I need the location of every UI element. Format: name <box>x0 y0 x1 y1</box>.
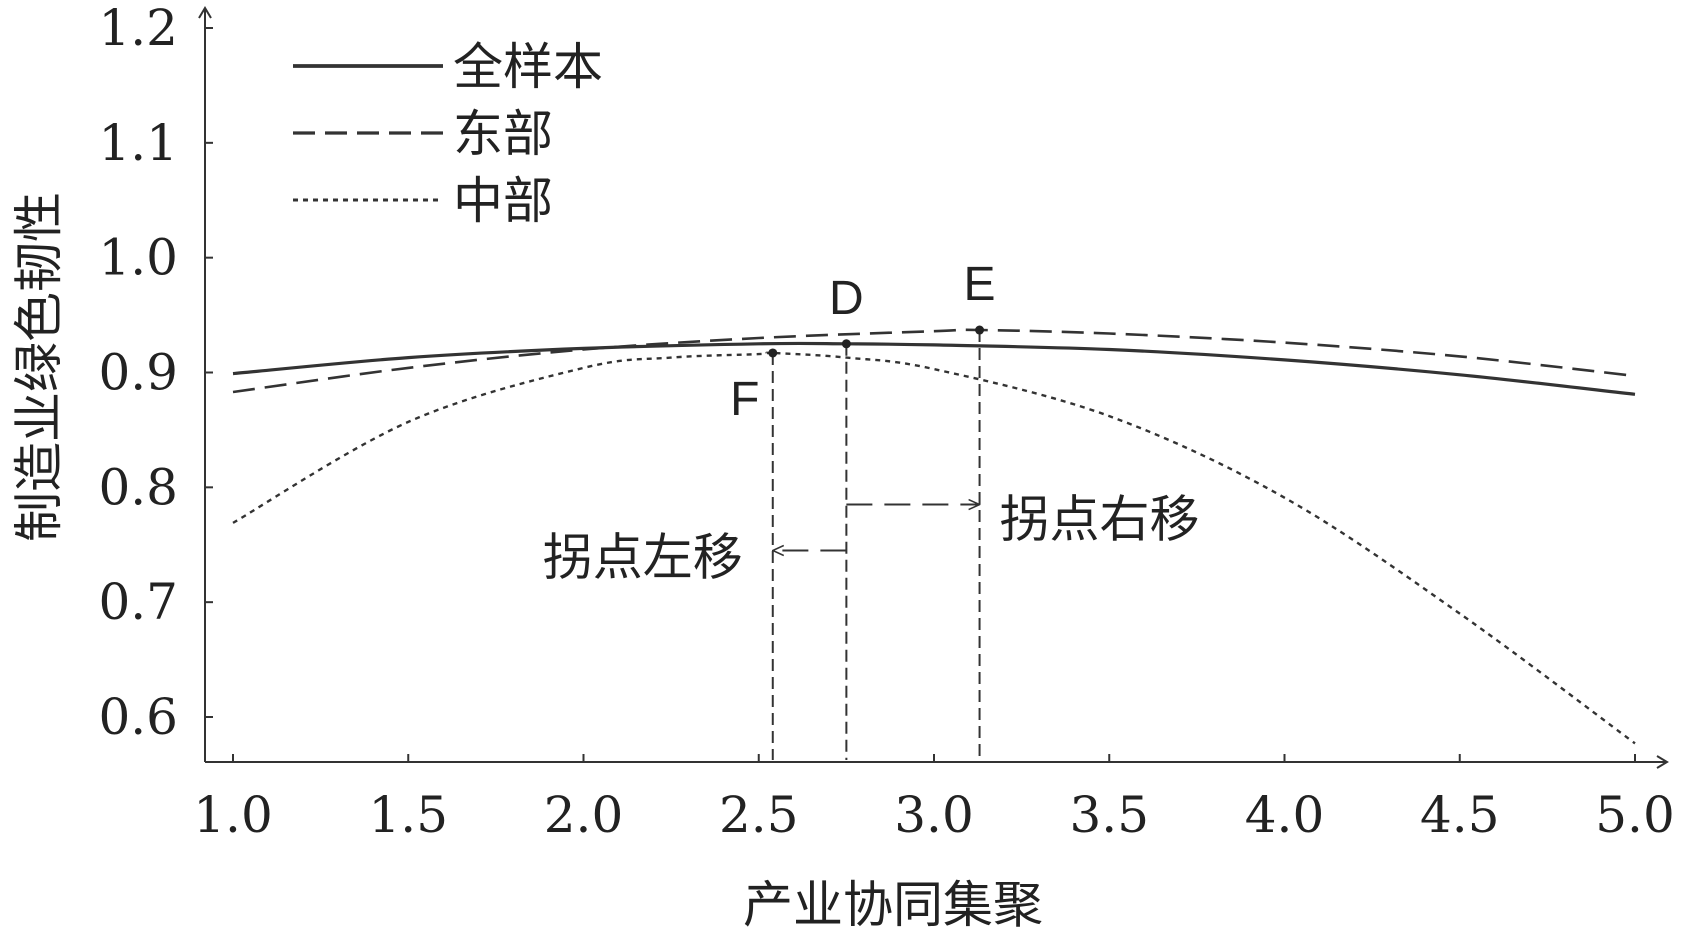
y-tick-label: 0.7 <box>98 573 178 631</box>
y-axis-arrow <box>198 6 212 19</box>
point-label-E: E <box>964 258 996 311</box>
y-tick-label: 1.0 <box>98 229 178 287</box>
x-tick-label: 5.0 <box>1595 786 1675 844</box>
y-tick-label: 1.1 <box>98 114 178 172</box>
shift-label-right: 拐点右移 <box>1000 491 1200 549</box>
y-tick-label: 0.9 <box>98 344 178 402</box>
point-label-F: F <box>730 373 759 426</box>
point-E <box>975 325 985 335</box>
x-tick-label: 2.0 <box>544 786 624 844</box>
x-tick-label: 3.0 <box>894 786 974 844</box>
legend-label: 全样本 <box>453 38 603 96</box>
legend-label: 东部 <box>453 105 553 163</box>
y-tick-label: 0.8 <box>98 458 178 516</box>
annotation-points: D E F <box>730 258 995 426</box>
y-axis-title: 制造业绿色韧性 <box>10 192 68 542</box>
x-tick-label: 3.5 <box>1069 786 1149 844</box>
x-tick-label: 1.5 <box>368 786 448 844</box>
y-tick-label: 0.6 <box>98 688 178 746</box>
x-tick-label: 1.0 <box>193 786 273 844</box>
series-line-solid <box>232 341 1636 396</box>
x-tick-label: 4.0 <box>1245 786 1325 844</box>
shift-label-left: 拐点左移 <box>543 528 743 586</box>
point-label-D: D <box>829 272 864 325</box>
axes: 1.0 1.5 2.0 2.5 3.0 3.5 4.0 4.5 5.0 0.6 0.7 0.8 0.9 1… <box>98 0 1674 844</box>
point-D <box>841 339 851 349</box>
x-axis-arrow <box>1656 755 1669 769</box>
series-line-dashed <box>232 328 1636 394</box>
y-tick-label: 1.2 <box>98 0 178 57</box>
series-line-dotted <box>232 351 1636 745</box>
legend-label: 中部 <box>453 172 553 230</box>
point-F <box>768 348 778 358</box>
x-tick-label: 4.5 <box>1420 786 1500 844</box>
x-axis-title: 产业协同集聚 <box>743 876 1043 932</box>
x-tick-label: 2.5 <box>719 786 799 844</box>
series-lines <box>232 328 1636 745</box>
